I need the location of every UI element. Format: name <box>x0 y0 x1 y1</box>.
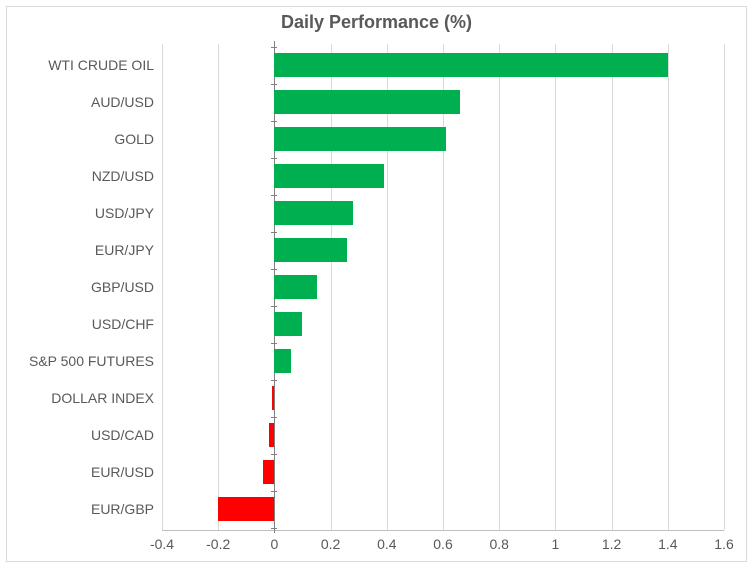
gridline <box>612 44 613 530</box>
y-axis-category-label: EUR/USD <box>91 460 162 484</box>
y-axis-category-label: USD/CAD <box>91 423 162 447</box>
y-axis-category-label: NZD/USD <box>92 164 162 188</box>
y-axis-category-label: EUR/GBP <box>91 497 162 521</box>
category-tick <box>271 306 277 307</box>
x-axis-tick-label: -0.2 <box>206 530 230 552</box>
data-bar <box>274 164 384 188</box>
y-axis-category-label: S&P 500 FUTURES <box>29 349 162 373</box>
x-axis-tick-label: 0.2 <box>321 530 340 552</box>
plot-area: -0.4-0.200.20.40.60.811.21.41.6WTI CRUDE… <box>162 44 724 530</box>
data-bar <box>274 238 347 262</box>
y-axis-category-label: USD/JPY <box>95 201 162 225</box>
y-axis-category-label: GBP/USD <box>91 275 162 299</box>
y-axis-category-label: USD/CHF <box>92 312 162 336</box>
y-axis-category-label: DOLLAR INDEX <box>51 386 162 410</box>
gridline <box>387 44 388 530</box>
category-tick <box>271 528 277 529</box>
data-bar <box>274 275 316 299</box>
category-tick <box>271 47 277 48</box>
category-tick <box>271 195 277 196</box>
category-tick <box>271 158 277 159</box>
data-bar <box>269 423 275 447</box>
category-tick <box>271 380 277 381</box>
x-axis-tick-label: 1.6 <box>714 530 733 552</box>
gridline <box>331 44 332 530</box>
category-tick <box>271 232 277 233</box>
category-tick <box>271 269 277 270</box>
gridline <box>499 44 500 530</box>
data-bar <box>274 201 353 225</box>
data-bar <box>272 386 275 410</box>
category-tick <box>271 343 277 344</box>
x-axis-line <box>162 530 724 531</box>
x-axis-tick-label: 1.2 <box>602 530 621 552</box>
chart-title: Daily Performance (%) <box>0 12 753 33</box>
data-bar <box>274 127 445 151</box>
data-bar <box>263 460 274 484</box>
gridline <box>668 44 669 530</box>
x-axis-tick-label: 0.4 <box>377 530 396 552</box>
gridline <box>443 44 444 530</box>
data-bar <box>274 90 459 114</box>
x-axis-tick-label: 0 <box>270 530 278 552</box>
y-axis-category-label: GOLD <box>114 127 162 151</box>
gridline <box>724 44 725 530</box>
x-axis-tick-label: 1.4 <box>658 530 677 552</box>
data-bar <box>274 53 667 77</box>
x-axis-tick-label: -0.4 <box>150 530 174 552</box>
y-axis-category-label: WTI CRUDE OIL <box>48 53 162 77</box>
y-axis-category-label: EUR/JPY <box>95 238 162 262</box>
data-bar <box>274 312 302 336</box>
category-tick <box>271 454 277 455</box>
x-axis-tick-label: 0.6 <box>433 530 452 552</box>
x-axis-tick-label: 1 <box>551 530 559 552</box>
gridline <box>218 44 219 530</box>
category-tick <box>271 491 277 492</box>
gridline <box>555 44 556 530</box>
y-axis-category-label: AUD/USD <box>91 90 162 114</box>
category-tick <box>271 84 277 85</box>
category-tick <box>271 121 277 122</box>
chart-container: Daily Performance (%) -0.4-0.200.20.40.6… <box>0 0 753 568</box>
x-axis-tick-label: 0.8 <box>489 530 508 552</box>
category-tick <box>271 417 277 418</box>
data-bar <box>218 497 274 521</box>
gridline <box>162 44 163 530</box>
data-bar <box>274 349 291 373</box>
